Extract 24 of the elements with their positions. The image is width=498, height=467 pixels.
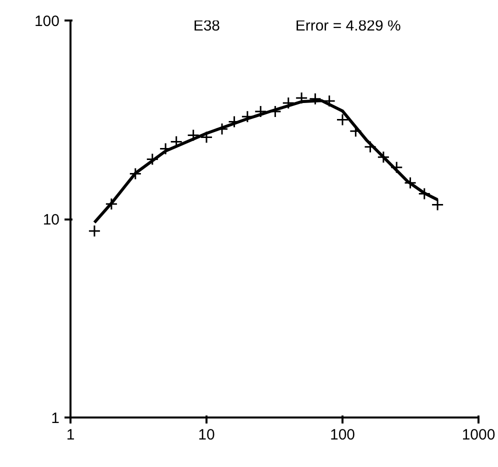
y-tick-label: 10 (42, 212, 60, 228)
point (295, 92, 308, 104)
point (254, 105, 267, 118)
point (336, 114, 349, 126)
point (146, 152, 159, 166)
point (200, 131, 213, 144)
x-tick-label: 10 (198, 426, 215, 444)
point (418, 188, 431, 200)
point (377, 150, 390, 164)
point (404, 176, 417, 190)
point (323, 94, 336, 108)
point (308, 92, 322, 106)
annotation: Error = 4.829 % (295, 18, 401, 35)
y-tick-label: 1 (51, 410, 60, 427)
x-tick-label: 1 (66, 426, 75, 444)
point (431, 198, 444, 211)
x-tick-label: 100 (330, 426, 356, 444)
point (241, 110, 254, 123)
point (187, 129, 200, 142)
point (282, 96, 295, 110)
point (390, 161, 403, 174)
x-tick-label: 1000 (462, 426, 496, 444)
point (364, 140, 377, 154)
y-tick-label: 100 (34, 13, 60, 30)
